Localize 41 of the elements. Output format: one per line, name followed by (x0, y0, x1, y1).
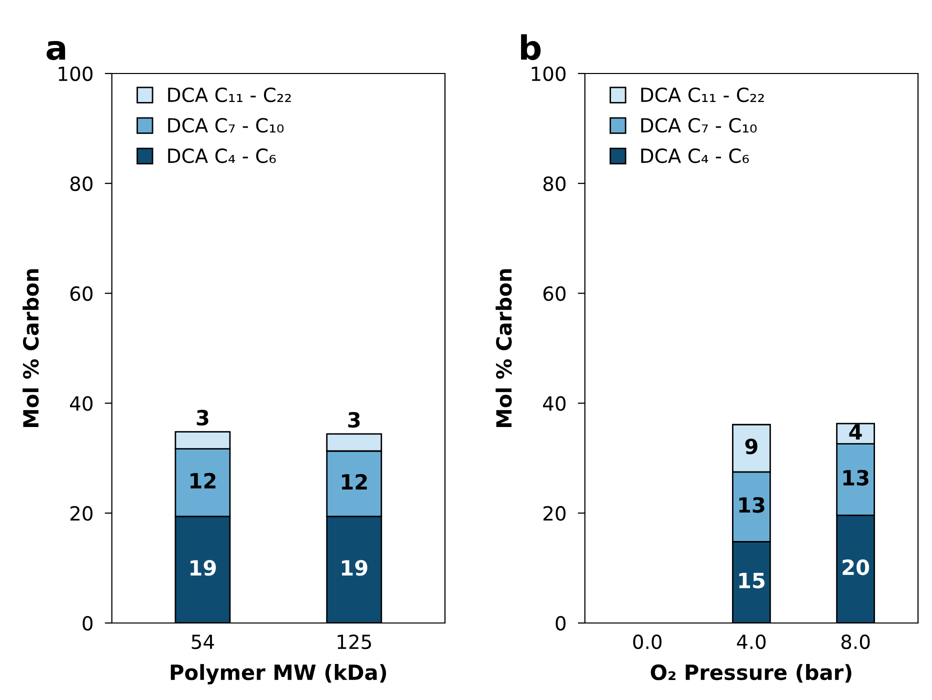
y-tick-label: 60 (543, 286, 566, 301)
x-tick-label: 0.0 (633, 634, 662, 650)
data-label: 3 (196, 410, 208, 426)
y-tick-label: 100 (532, 66, 566, 82)
y-tick-label: 80 (70, 176, 92, 192)
legend-label: DCA C₄ - C₆ (641, 148, 749, 164)
chart-title: a (46, 40, 66, 60)
y-axis-title: Mol % Carbon (22, 269, 39, 427)
y-tick-label: 20 (70, 506, 92, 521)
legend-label: DCA C₇ - C₁₀ (641, 118, 757, 133)
x-tick-label: 4.0 (736, 634, 766, 650)
y-tick-label: 100 (58, 66, 92, 82)
x-tick-label: 54 (192, 634, 214, 650)
y-tick-label: 80 (543, 176, 566, 192)
y-tick-label: 60 (70, 286, 92, 301)
y-axis-title: Mol % Carbon (496, 269, 512, 427)
data-label: 12 (342, 474, 367, 490)
y-tick-label: 0 (82, 616, 92, 631)
data-label: 9 (745, 438, 758, 454)
x-tick-label: 8.0 (841, 634, 870, 650)
x-axis-title: O₂ Pressure (bar) (650, 664, 852, 683)
data-label: 4 (849, 424, 862, 440)
legend-label: DCA C₁₁ - C₂₂ (168, 87, 291, 102)
data-label: 19 (342, 560, 368, 576)
data-label: 13 (739, 497, 764, 513)
chart-title: b (521, 34, 541, 60)
legend-label: DCA C₁₁ - C₂₂ (641, 87, 764, 102)
legend-label: DCA C₄ - C₆ (168, 148, 276, 164)
data-label: 13 (843, 470, 868, 486)
data-label: 19 (190, 560, 216, 576)
y-tick-label: 20 (544, 506, 566, 521)
y-tick-label: 40 (543, 396, 566, 411)
data-label: 12 (190, 472, 216, 488)
data-label: 20 (842, 559, 870, 576)
legend-label: DCA C₇ - C₁₀ (168, 118, 284, 133)
data-label: 3 (348, 412, 360, 428)
x-axis-title: Polymer MW (kDa) (170, 664, 386, 684)
y-tick-label: 40 (70, 396, 92, 411)
y-tick-label: 0 (556, 616, 566, 631)
data-label: 15 (739, 572, 764, 588)
x-tick-label: 125 (338, 634, 371, 650)
